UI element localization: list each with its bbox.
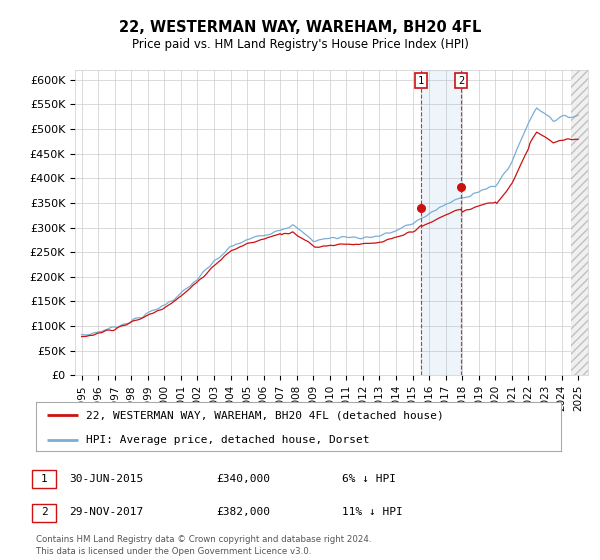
- Text: 6% ↓ HPI: 6% ↓ HPI: [342, 474, 396, 484]
- Text: 2: 2: [458, 76, 464, 86]
- Bar: [571, 70, 592, 375]
- Text: 1: 1: [418, 76, 424, 86]
- Bar: [421, 70, 461, 375]
- Text: 30-JUN-2015: 30-JUN-2015: [69, 474, 143, 484]
- Text: HPI: Average price, detached house, Dorset: HPI: Average price, detached house, Dors…: [86, 435, 370, 445]
- Text: £340,000: £340,000: [216, 474, 270, 484]
- Text: £382,000: £382,000: [216, 507, 270, 517]
- Text: 1: 1: [41, 474, 48, 484]
- Text: 29-NOV-2017: 29-NOV-2017: [69, 507, 143, 517]
- Text: 2: 2: [41, 507, 48, 517]
- Text: Contains HM Land Registry data © Crown copyright and database right 2024.
This d: Contains HM Land Registry data © Crown c…: [36, 535, 371, 556]
- Text: 22, WESTERMAN WAY, WAREHAM, BH20 4FL: 22, WESTERMAN WAY, WAREHAM, BH20 4FL: [119, 20, 481, 35]
- Text: Price paid vs. HM Land Registry's House Price Index (HPI): Price paid vs. HM Land Registry's House …: [131, 38, 469, 51]
- Text: 11% ↓ HPI: 11% ↓ HPI: [342, 507, 403, 517]
- Text: 22, WESTERMAN WAY, WAREHAM, BH20 4FL (detached house): 22, WESTERMAN WAY, WAREHAM, BH20 4FL (de…: [86, 410, 443, 421]
